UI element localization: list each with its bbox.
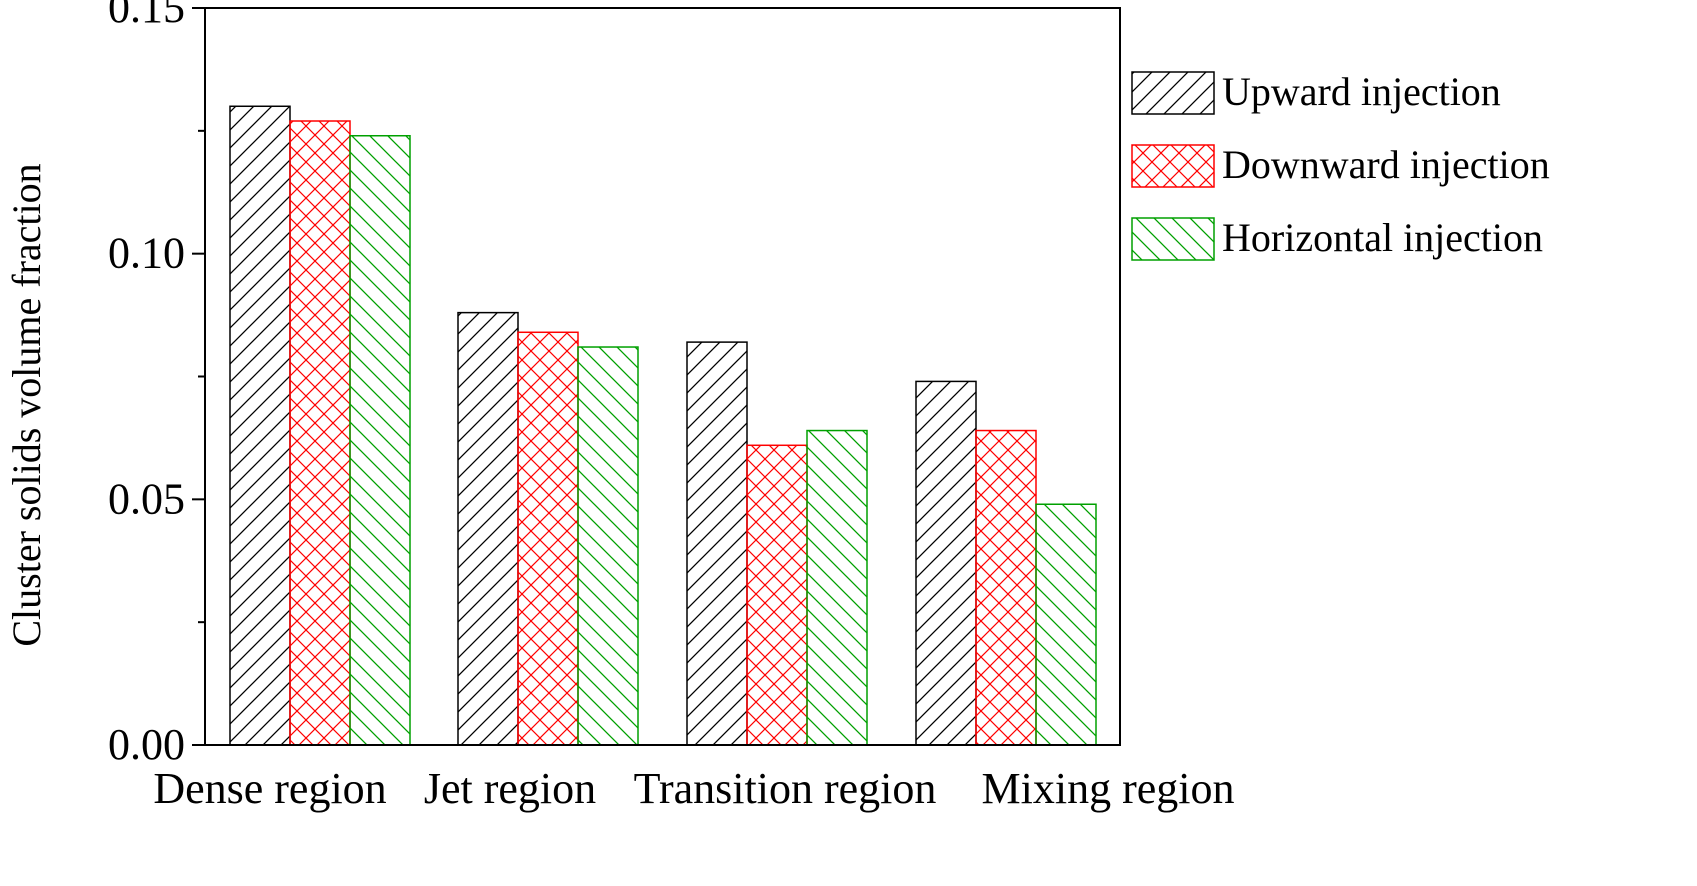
bar-2-4 — [975, 429, 1037, 746]
legend-swatch — [1131, 217, 1215, 261]
x-tick-label: Mixing region — [982, 764, 1235, 813]
legend-label: Upward injection — [1222, 69, 1501, 114]
x-axis-tick-labels: Dense region Jet region Transition region M… — [153, 764, 1234, 813]
legend-swatch — [1131, 71, 1215, 115]
bar-2-1 — [289, 120, 351, 746]
bar-1-2 — [457, 311, 519, 746]
y-tick-label: 0.05 — [108, 474, 185, 523]
legend-label: Horizontal injection — [1222, 215, 1543, 260]
y-tick-label: 0.00 — [108, 720, 185, 769]
bar-2-3 — [746, 444, 808, 746]
y-axis-label: Cluster solids volume fraction — [4, 163, 49, 646]
x-tick-label: Dense region — [153, 764, 386, 813]
bar-1-1 — [229, 105, 291, 746]
x-tick-label: Transition region — [634, 764, 937, 813]
bar-3-1 — [349, 134, 411, 746]
x-tick-label: Jet region — [424, 764, 596, 813]
plot-frame — [204, 7, 1121, 746]
bar-2-2 — [517, 331, 579, 746]
bar-3-2 — [577, 346, 639, 746]
bar-1-3 — [686, 341, 748, 746]
y-axis-ticks: 0.00 0.05 0.10 0.15 — [108, 0, 205, 769]
bar-1-4 — [915, 380, 977, 746]
bars-group — [229, 105, 1097, 746]
legend-swatch — [1131, 144, 1215, 188]
bar-3-4 — [1035, 503, 1097, 746]
y-tick-label: 0.15 — [108, 0, 185, 32]
bar-3-3 — [806, 429, 868, 746]
legend-label: Downward injection — [1222, 142, 1550, 187]
legend: Upward injection Downward injection Horizo… — [1131, 69, 1550, 261]
y-tick-label: 0.10 — [108, 229, 185, 278]
